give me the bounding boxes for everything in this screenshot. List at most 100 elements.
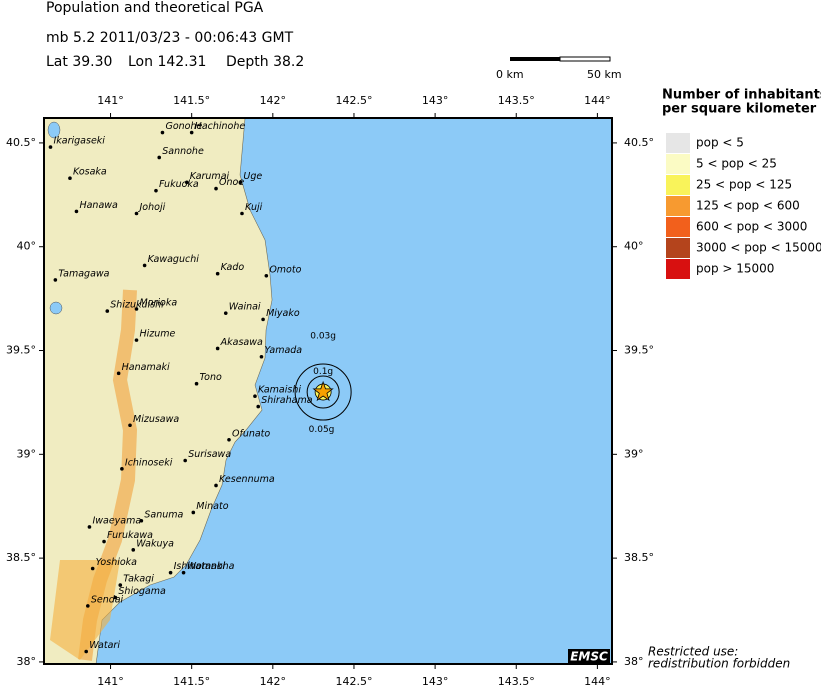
city-label: Johoji xyxy=(138,202,166,213)
city-dot xyxy=(134,338,139,342)
x-tick-label: 143.5° xyxy=(498,94,535,107)
city-label: Ishinomaki xyxy=(174,561,226,572)
logo-box xyxy=(568,649,610,663)
depth: Depth 38.2 xyxy=(226,54,304,70)
epicenter xyxy=(312,380,334,402)
city-dot xyxy=(53,278,58,282)
city-dot xyxy=(157,155,162,160)
city-label: Surisawa xyxy=(188,449,231,460)
city-dot xyxy=(86,604,90,608)
city-dot xyxy=(215,346,220,351)
legend-label: pop < 5 xyxy=(696,136,744,150)
x-tick-label: 142° xyxy=(260,94,287,107)
city-label: Hanawa xyxy=(79,200,118,211)
map-frame xyxy=(43,117,613,665)
land xyxy=(44,118,273,664)
city-label: Hanamaki xyxy=(122,362,170,373)
city-dot xyxy=(113,595,118,600)
legend-swatch xyxy=(666,259,690,279)
city-dot xyxy=(105,309,110,313)
city-dot xyxy=(181,570,186,575)
city-dot xyxy=(183,458,187,463)
legend-title: per square kilometer xyxy=(662,102,817,117)
city-dot xyxy=(68,176,72,181)
title: Population and theoretical PGA xyxy=(46,0,264,16)
legend-label: pop > 15000 xyxy=(696,262,774,276)
city-label: Ofunato xyxy=(232,428,270,439)
plain-population xyxy=(50,560,120,660)
city-dot xyxy=(227,437,231,442)
city-dot xyxy=(116,371,121,376)
city-dot xyxy=(238,180,243,185)
y-tick-label: 38.5° xyxy=(624,551,654,564)
city-dot xyxy=(120,467,124,471)
city-label: Miyako xyxy=(266,308,300,319)
pga-label: 0.05g xyxy=(309,425,335,435)
city-label: Furukawa xyxy=(107,530,153,541)
legend-swatch xyxy=(666,133,690,153)
city-label: Yamada xyxy=(264,345,302,356)
footer-note: Restricted use: xyxy=(648,645,738,659)
city-dot xyxy=(256,404,261,409)
city-label: Tamagawa xyxy=(58,268,109,279)
city-label: Kamaishi xyxy=(258,385,301,396)
city-label: Iwaeyama xyxy=(92,515,141,526)
city-dot xyxy=(48,145,53,149)
city-label: Sanuma xyxy=(144,509,183,520)
city-label: Sendai xyxy=(91,594,124,605)
city-dot xyxy=(189,130,194,135)
pga-contour xyxy=(294,363,352,421)
city-label: Kosaka xyxy=(73,167,107,178)
city-label: Watari xyxy=(89,640,120,651)
legend-label: 600 < pop < 3000 xyxy=(696,220,807,234)
city-dot xyxy=(154,188,158,193)
city-label: Omoto xyxy=(269,264,301,275)
city-dot xyxy=(253,394,257,398)
city-dot xyxy=(134,211,139,216)
y-tick-label: 40° xyxy=(624,240,644,253)
city-label: Takagi xyxy=(123,574,154,585)
city-label: Karumai xyxy=(190,171,230,182)
city-label: Sannohe xyxy=(162,146,204,157)
epicenter-lon: Lon 142.31 xyxy=(128,54,206,70)
x-tick-label: 141° xyxy=(97,675,124,686)
city-dot xyxy=(215,271,220,276)
x-tick-label: 142.5° xyxy=(335,675,372,686)
city-label: Uge xyxy=(243,171,262,182)
logo: EMSC xyxy=(570,650,608,664)
city-dot xyxy=(191,510,196,515)
legend-swatch xyxy=(666,175,690,195)
legend-swatch xyxy=(666,238,690,258)
y-tick-label: 39.5° xyxy=(6,344,36,357)
legend-label: 25 < pop < 125 xyxy=(696,178,792,192)
city-label: Onoe xyxy=(219,177,244,188)
legend-title: Number of inhabitants xyxy=(662,88,821,103)
city-label: Shirahama xyxy=(261,395,313,406)
legend-swatch xyxy=(666,154,690,174)
city-dot xyxy=(134,307,139,311)
city-label: Wainai xyxy=(229,302,261,313)
city-label: Kawaguchi xyxy=(148,254,200,265)
city-label: Kesennuma xyxy=(219,474,275,485)
city-dot xyxy=(194,381,199,386)
city-dot xyxy=(102,539,106,544)
city-label: Gonohe xyxy=(165,121,202,132)
x-tick-label: 144° xyxy=(584,94,611,107)
lake xyxy=(49,301,63,315)
x-tick-label: 142° xyxy=(260,675,287,686)
scale-end: 50 km xyxy=(587,68,622,81)
y-tick-label: 40.5° xyxy=(6,136,36,149)
map-area xyxy=(44,118,612,664)
city-label: Ichinoseki xyxy=(125,457,173,468)
city-dot xyxy=(160,130,165,135)
city-dot xyxy=(264,273,269,278)
city-dot xyxy=(118,583,123,587)
land-tint xyxy=(44,118,272,664)
y-tick-label: 38° xyxy=(624,655,644,668)
x-tick-label: 143.5° xyxy=(498,675,535,686)
legend-label: 3000 < pop < 15000 xyxy=(696,241,821,255)
city-dot xyxy=(185,180,189,185)
city-label: Ikarigaseki xyxy=(53,136,105,147)
pga-label: 0.1g xyxy=(313,367,333,377)
